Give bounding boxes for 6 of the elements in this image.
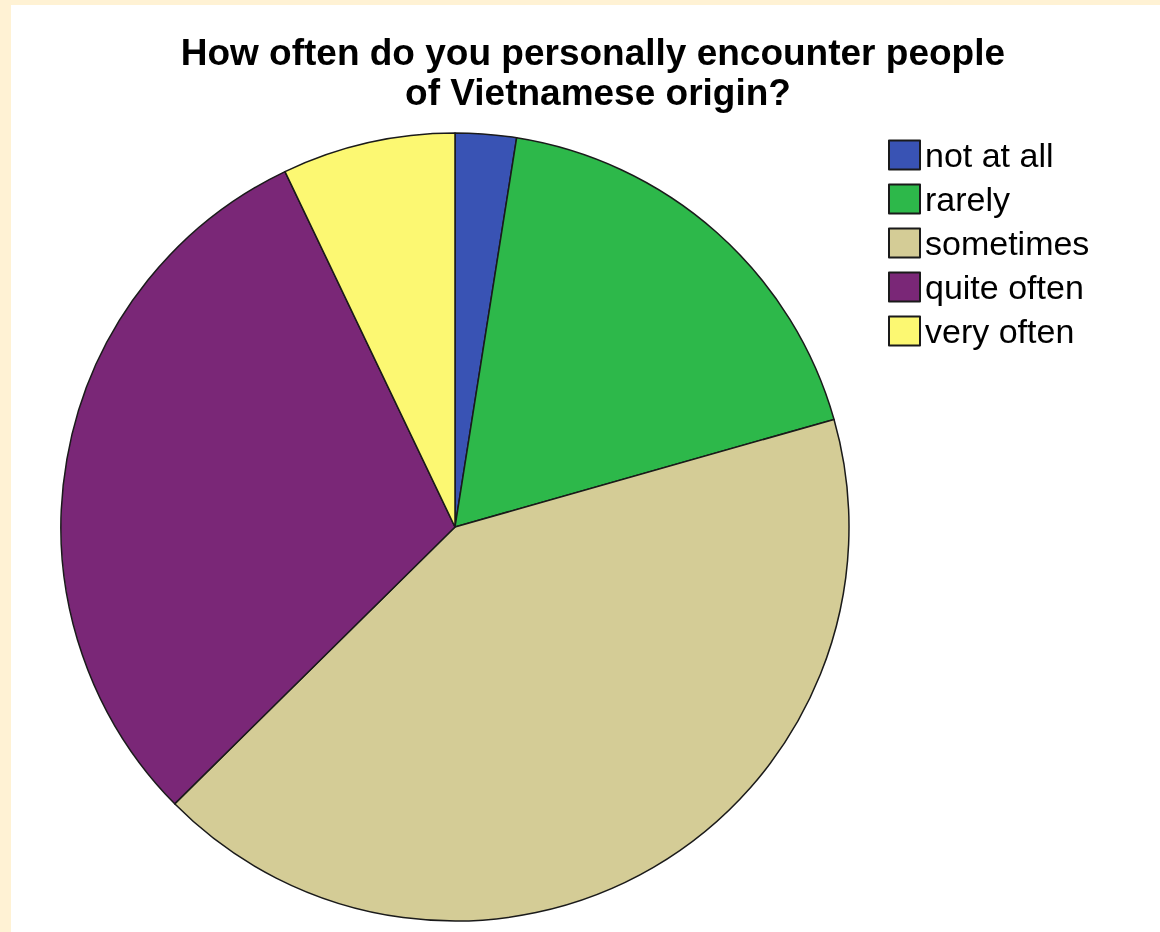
legend-label: sometimes bbox=[925, 224, 1090, 262]
legend-label: not at all bbox=[925, 136, 1054, 174]
legend-label: quite often bbox=[925, 268, 1084, 306]
chart-title: How often do you personally encounter people of Vietnamese origin? bbox=[180, 31, 1016, 113]
legend-label: rarely bbox=[925, 180, 1011, 218]
legend-label: very often bbox=[925, 312, 1075, 350]
